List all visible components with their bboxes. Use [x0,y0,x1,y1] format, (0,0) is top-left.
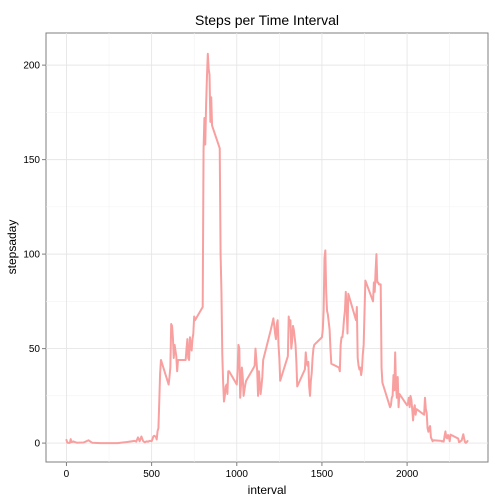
chart-title: Steps per Time Interval [195,12,339,28]
y-tick-label: 100 [23,250,40,261]
y-tick-label: 200 [23,61,40,72]
series-line [65,52,469,445]
series-layer [65,52,469,445]
major-gridlines [46,33,488,462]
y-axis-ticks: 0 50 100 150 200 [23,61,46,450]
x-tick-label: 1500 [311,469,334,480]
x-tick-label: 0 [64,469,70,480]
y-axis-label: stepsaday [5,220,19,275]
x-tick-label: 2000 [396,469,419,480]
x-tick-label: 1000 [226,469,249,480]
y-tick-label: 50 [29,344,41,355]
x-axis-label: interval [248,483,287,497]
y-tick-label: 150 [23,155,40,166]
plot-panel [45,32,489,463]
x-tick-label: 500 [143,469,160,480]
x-axis-ticks: 0 500 1000 1500 2000 [64,462,419,480]
y-tick-label: 0 [34,439,40,450]
minor-gridlines [46,33,488,462]
